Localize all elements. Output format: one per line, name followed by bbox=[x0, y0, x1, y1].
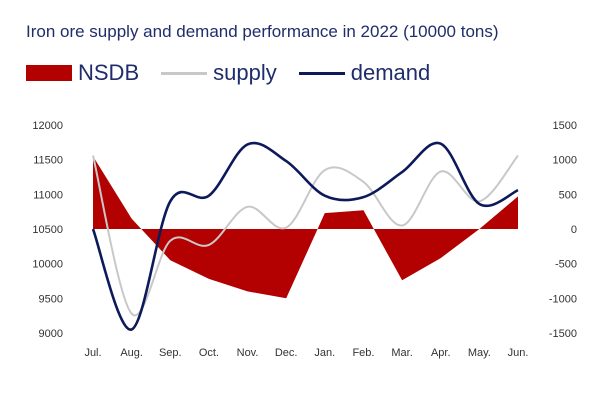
right-axis-tick-label: 0 bbox=[571, 224, 577, 236]
x-axis-tick-label: Mar. bbox=[391, 347, 412, 359]
legend: NSDB supply demand bbox=[26, 60, 452, 86]
x-axis-tick-label: Jan. bbox=[314, 347, 335, 359]
right-axis-tick-label: 1000 bbox=[553, 155, 577, 167]
x-axis-tick-label: May. bbox=[468, 347, 491, 359]
left-axis-tick-label: 10000 bbox=[32, 259, 63, 271]
right-axis-tick-label: 1500 bbox=[553, 120, 577, 132]
legend-label-nsdb: NSDB bbox=[78, 60, 140, 85]
x-axis-tick-label: Oct. bbox=[199, 347, 219, 359]
right-axis-tick-label: -1000 bbox=[549, 293, 577, 305]
supply-line bbox=[92, 154, 519, 317]
right-axis-tick-label: -1500 bbox=[549, 328, 577, 340]
left-axis-tick-label: 11500 bbox=[33, 155, 63, 167]
left-axis-tick-label: 12000 bbox=[32, 120, 63, 132]
legend-item-supply: supply bbox=[161, 60, 277, 86]
x-axis-tick-label: Apr. bbox=[431, 347, 451, 359]
legend-swatch-nsdb bbox=[26, 65, 72, 81]
x-axis-tick-label: Sep. bbox=[159, 347, 182, 359]
left-axis-tick-label: 10500 bbox=[32, 224, 63, 236]
demand-line bbox=[91, 141, 519, 331]
x-axis-tick-label: Feb. bbox=[352, 347, 374, 359]
legend-label-supply: supply bbox=[213, 60, 277, 85]
right-axis-tick-label: -500 bbox=[555, 259, 577, 271]
x-axis-tick-label: Aug. bbox=[120, 347, 143, 359]
x-axis-tick-label: Jun. bbox=[508, 347, 529, 359]
nsdb-area bbox=[93, 156, 518, 299]
left-axis-tick-label: 9000 bbox=[39, 328, 63, 340]
chart-title: Iron ore supply and demand performance i… bbox=[26, 22, 499, 41]
x-axis-tick-label: Nov. bbox=[237, 347, 259, 359]
x-axis-tick-label: Jul. bbox=[84, 347, 101, 359]
legend-swatch-demand bbox=[298, 71, 345, 75]
legend-swatch-supply bbox=[161, 71, 208, 75]
legend-item-demand: demand bbox=[298, 60, 431, 86]
legend-item-nsdb: NSDB bbox=[26, 60, 139, 86]
x-axis-tick-label: Dec. bbox=[275, 347, 298, 359]
left-axis-tick-label: 11000 bbox=[33, 189, 63, 201]
legend-label-demand: demand bbox=[350, 60, 431, 85]
right-axis-tick-label: 500 bbox=[559, 189, 577, 201]
left-axis-tick-label: 9500 bbox=[39, 293, 63, 305]
